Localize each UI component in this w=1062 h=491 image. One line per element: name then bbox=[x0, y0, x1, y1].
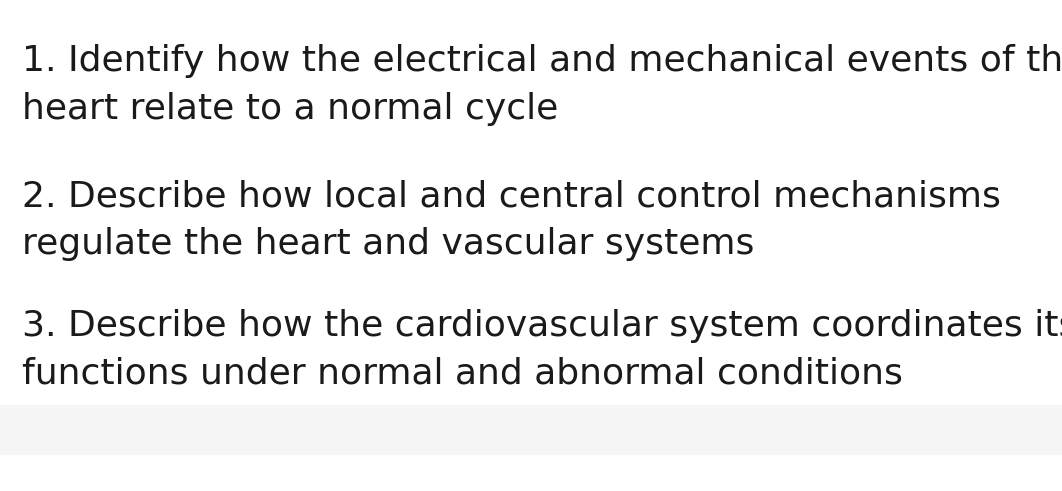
Text: 3. Describe how the cardiovascular system coordinates its: 3. Describe how the cardiovascular syste… bbox=[22, 309, 1062, 343]
Bar bbox=[0, 405, 1062, 455]
Text: 1. Identify how the electrical and mechanical events of the: 1. Identify how the electrical and mecha… bbox=[22, 44, 1062, 78]
Text: functions under normal and abnormal conditions: functions under normal and abnormal cond… bbox=[22, 357, 903, 391]
Text: 2. Describe how local and central control mechanisms: 2. Describe how local and central contro… bbox=[22, 179, 1000, 213]
Text: regulate the heart and vascular systems: regulate the heart and vascular systems bbox=[22, 227, 754, 261]
Text: heart relate to a normal cycle: heart relate to a normal cycle bbox=[22, 92, 559, 126]
